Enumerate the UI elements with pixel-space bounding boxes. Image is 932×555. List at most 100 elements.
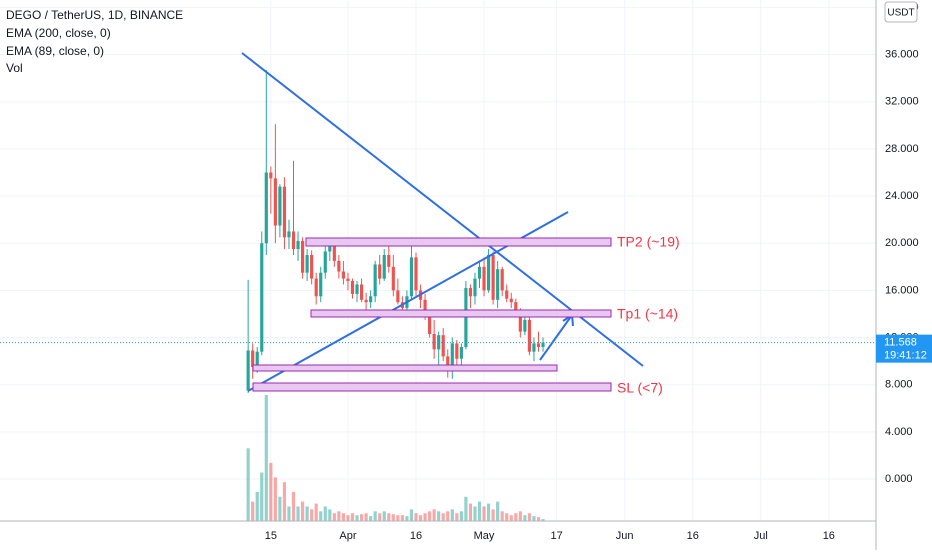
countdown: 19:41:12 <box>884 350 927 362</box>
axes: 0.0004.0008.00012.00016.00020.00024.0002… <box>265 1 919 542</box>
volume-bar <box>251 501 255 521</box>
volume-layer <box>246 395 545 521</box>
volume-bar <box>473 506 477 521</box>
zone <box>310 309 612 318</box>
volume-bar <box>387 513 391 521</box>
volume-bar <box>532 516 536 521</box>
candle-body <box>282 186 287 238</box>
volume-bar <box>514 513 518 521</box>
volume-bar <box>287 506 291 521</box>
candle-body <box>396 290 400 303</box>
candle-body <box>310 255 314 279</box>
volume-bar <box>319 511 323 521</box>
candle-body <box>246 350 250 391</box>
candle-body <box>305 255 309 273</box>
x-tick-label: Jul <box>754 530 768 542</box>
y-tick-label: 0.000 <box>885 473 913 485</box>
volume-bar <box>414 513 418 521</box>
candle-body <box>500 269 504 291</box>
y-tick-label: 4.000 <box>885 426 913 438</box>
candle-body <box>323 251 327 273</box>
volume-bar <box>269 462 273 521</box>
volume-bar <box>260 472 264 521</box>
annotation: TP2 (~19) <box>617 234 680 250</box>
x-tick-label: Apr <box>339 530 356 542</box>
candle-body <box>523 319 527 332</box>
volume-bar <box>500 511 504 521</box>
volume-bar <box>477 501 482 521</box>
volume-bar <box>536 517 541 521</box>
candle-body <box>391 266 395 291</box>
candle-body <box>300 240 305 273</box>
candle-body <box>414 257 418 291</box>
currency-button[interactable] <box>884 1 918 23</box>
zone <box>305 237 612 247</box>
volume-bar <box>496 501 500 521</box>
volume-bar <box>337 511 341 521</box>
candle-body <box>527 319 531 352</box>
volume-bar <box>541 519 545 521</box>
candle-body <box>473 278 477 297</box>
candle-body <box>428 313 432 335</box>
arrow <box>539 314 573 361</box>
volume-bar <box>296 506 300 521</box>
volume-bar <box>486 503 491 521</box>
zones <box>252 237 612 392</box>
last-price-box <box>876 334 932 363</box>
volume-bar <box>305 506 309 521</box>
volume-bar <box>491 509 495 521</box>
indicator[interactable]: EMA (200, close, 0) <box>6 26 111 40</box>
candle-body <box>505 290 509 299</box>
y-tick-label: 24.000 <box>885 190 919 202</box>
candle-body <box>350 280 355 294</box>
volume-bar <box>518 511 522 521</box>
candle-body <box>455 343 459 359</box>
annotation: SL (<7) <box>617 380 663 396</box>
trend-line <box>241 52 644 367</box>
last-price-label: 11.568 <box>884 337 917 349</box>
grid <box>0 0 876 521</box>
candle-body <box>287 231 291 238</box>
candle-body <box>273 178 277 226</box>
candle-body <box>409 257 414 297</box>
volume-bar <box>505 513 509 521</box>
volume-bar <box>332 513 336 521</box>
candle-body <box>446 356 450 365</box>
candle-body <box>359 284 364 300</box>
volume-bar <box>418 515 423 521</box>
volume-bar <box>346 515 350 521</box>
candle-body <box>355 284 359 294</box>
indicator[interactable]: EMA (89, close, 0) <box>6 44 104 58</box>
annotation: Tp1 (~14) <box>617 306 678 322</box>
candle-body <box>382 255 386 279</box>
volume-bar <box>455 513 459 521</box>
candle-body <box>319 272 323 297</box>
candle-body <box>518 311 522 332</box>
candle-body <box>337 260 341 272</box>
volume-bar <box>509 515 513 521</box>
candle-body <box>378 264 382 279</box>
candle-body <box>369 296 373 303</box>
candle-body <box>314 278 318 297</box>
x-tick-label: 16 <box>823 530 835 542</box>
volume-bar <box>459 511 463 521</box>
volume-bar <box>355 515 359 521</box>
volume-bar <box>373 511 377 521</box>
candle-body <box>364 299 368 303</box>
candle-body <box>332 245 336 261</box>
candle-body <box>387 255 391 267</box>
candle-body <box>464 288 468 347</box>
indicator[interactable]: Vol <box>6 61 23 75</box>
volume-bar <box>441 513 445 521</box>
x-tick-label: 17 <box>551 530 563 542</box>
volume-bar <box>400 515 404 521</box>
volume-bar <box>432 509 436 521</box>
candle-body <box>255 351 259 368</box>
volume-bar <box>264 395 268 521</box>
candle-body <box>441 335 445 357</box>
volume-bar <box>391 514 395 521</box>
candle-body <box>514 302 518 312</box>
volume-bar <box>527 513 531 521</box>
volume-bar <box>273 477 277 521</box>
